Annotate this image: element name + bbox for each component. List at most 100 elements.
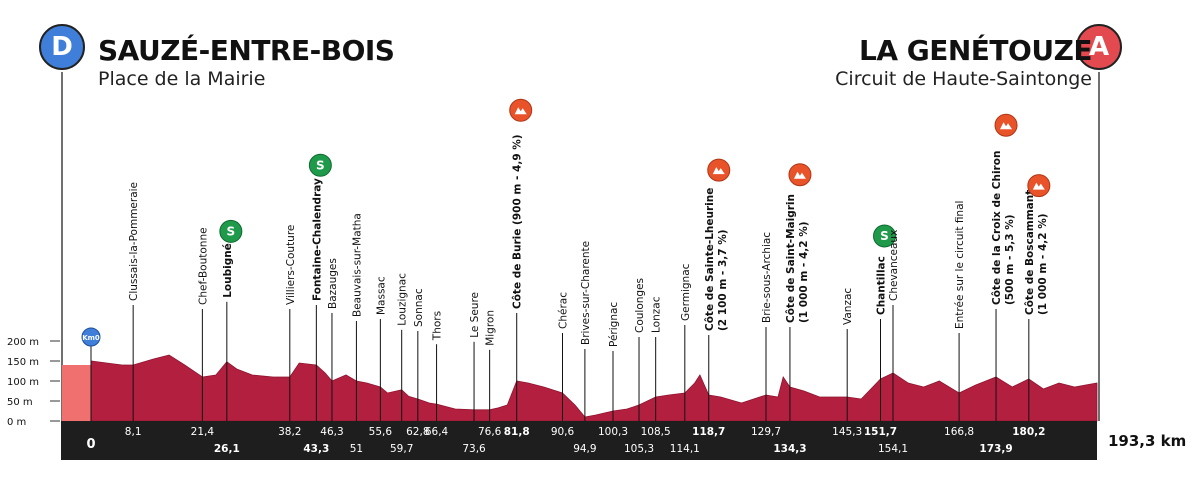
waypoint-place-group: Thors	[432, 311, 444, 341]
waypoint-km-label: 173,9	[979, 443, 1012, 455]
finish-location: Circuit de Haute-Saintonge	[835, 68, 1092, 90]
waypoint-place-label: Coulonges	[634, 278, 646, 333]
climb-icon	[509, 98, 533, 122]
waypoint-place-label: Massac	[375, 276, 387, 315]
finish-town-name: LA GENÉTOUZE	[859, 34, 1093, 67]
waypoint-place-label: Beauvais-sur-Matha	[351, 213, 363, 317]
climb-icon	[788, 163, 812, 187]
finish-badge: A	[1076, 24, 1122, 70]
mountain-glyph	[1032, 182, 1045, 190]
waypoint-place-label: Clussais-la-Pommeraie	[128, 182, 140, 301]
waypoint-climb-details: (1 000 m - 4,2 %)	[798, 221, 810, 323]
waypoint-place-label: Chérac	[558, 292, 570, 329]
waypoint-place-label: Côte de Boscammant	[1024, 190, 1036, 315]
waypoint-km-label: 55,6	[369, 426, 393, 438]
waypoint-km-label: 134,3	[773, 443, 806, 455]
waypoint-place-group: Sonnac	[413, 288, 425, 327]
waypoint-km-label: 26,1	[214, 443, 240, 455]
waypoint-place-group: Bazauges	[327, 258, 339, 309]
waypoint-place-label: Entrée sur le circuit final	[954, 201, 966, 329]
waypoint-km-label: 154,1	[878, 443, 908, 455]
waypoint-km-label: 90,6	[551, 426, 575, 438]
y-tick-label: 100 m	[7, 377, 39, 388]
y-tick-label: 150 m	[7, 357, 39, 368]
start-town-name: SAUZÉ-ENTRE-BOIS	[98, 34, 395, 67]
waypoint-place-label: Côte de Saint-Maigrin	[785, 194, 797, 323]
y-tick-label: 50 m	[7, 397, 33, 408]
waypoint-km-label: 145,3	[832, 426, 862, 438]
waypoint-place-label: Thors	[432, 311, 444, 341]
waypoint-km-label: 118,7	[692, 426, 725, 438]
distance-band	[61, 421, 1097, 460]
waypoint-place-group: Pérignac	[608, 302, 620, 347]
distance-start-label: 0	[86, 437, 95, 452]
start-badge: D	[39, 24, 85, 70]
waypoint-place-group: Clussais-la-Pommeraie	[128, 182, 140, 301]
elevation-profile-area	[90, 354, 1098, 422]
waypoint-km-label: 108,5	[641, 426, 671, 438]
waypoint-place-group: Beauvais-sur-Matha	[351, 213, 363, 317]
waypoint-km-label: 62,8	[406, 426, 429, 438]
mountain-glyph	[1000, 122, 1013, 130]
waypoint-km-label: 51	[350, 443, 363, 455]
waypoint-place-group: Côte de Sainte-Lheurine (2 100 m - 3,7 %)	[704, 188, 729, 331]
y-tick-label: 200 m	[7, 337, 39, 348]
waypoint-place-group: Louzignac	[397, 273, 409, 326]
waypoint-place-label: Villiers-Couture	[285, 225, 297, 305]
waypoint-place-label: Germignac	[680, 263, 692, 321]
waypoint-km-label: 81,8	[504, 426, 530, 438]
waypoint-place-group: Côte de la Croix de Chiron (500 m - 5,3 %…	[991, 151, 1016, 305]
waypoint-place-label: Chevanceaux	[888, 230, 900, 301]
waypoint-place-label: Loubigné	[222, 243, 234, 298]
waypoint-place-label: Pérignac	[608, 302, 620, 347]
waypoint-km-label: 8,1	[125, 426, 142, 438]
waypoint-place-label: Fontaine-Chalendray	[311, 178, 323, 301]
waypoint-place-group: Loubigné	[222, 243, 234, 298]
mountain-glyph	[514, 107, 527, 115]
climb-icon	[994, 113, 1018, 137]
waypoint-place-group: Le Seure	[469, 292, 481, 338]
waypoint-place-group: Côte de Boscammant (1 000 m - 4,2 %)	[1024, 190, 1049, 315]
waypoint-place-label: Côte de la Croix de Chiron	[991, 151, 1003, 305]
waypoint-place-group: Brie-sous-Archiac	[761, 232, 773, 323]
waypoint-place-group: Villiers-Couture	[285, 225, 297, 305]
waypoint-place-label: Chantillac	[875, 256, 887, 315]
waypoint-place-label: Bazauges	[327, 258, 339, 309]
waypoint-km-label: 66,4	[425, 426, 449, 438]
start-location: Place de la Mairie	[98, 68, 266, 90]
waypoint-place-label: Côte de Burie (900 m - 4,9 %)	[512, 134, 524, 309]
waypoint-place-group: Vanzac	[842, 288, 854, 325]
waypoint-km-label: 114,1	[670, 443, 700, 455]
mountain-glyph	[712, 167, 725, 175]
waypoint-place-label: Brives-sur-Charente	[580, 241, 592, 345]
neutral-zone-fill	[62, 365, 91, 421]
waypoint-place-group: Chérac	[558, 292, 570, 329]
waypoint-km-label: 151,7	[864, 426, 897, 438]
km0-marker-dot	[81, 327, 101, 347]
waypoint-place-group: Entrée sur le circuit final	[954, 201, 966, 329]
waypoint-place-group: Germignac	[680, 263, 692, 321]
climb-icon	[1027, 174, 1051, 198]
sprint-icon-letter: S	[227, 224, 236, 238]
waypoint-place-label: Chef-Boutonne	[197, 227, 209, 305]
sprint-icon-letter: S	[880, 229, 889, 243]
waypoint-km-label: 180,2	[1012, 426, 1045, 438]
waypoint-place-label: Brie-sous-Archiac	[761, 232, 773, 323]
waypoint-km-label: 59,7	[390, 443, 413, 455]
waypoint-km-label: 46,3	[320, 426, 343, 438]
waypoint-place-group: Côte de Burie (900 m - 4,9 %)	[512, 134, 524, 309]
waypoint-place-label: Louzignac	[397, 273, 409, 326]
waypoint-km-label: 166,8	[944, 426, 974, 438]
waypoint-place-group: Migron	[485, 310, 497, 346]
waypoint-place-label: Sonnac	[413, 288, 425, 327]
waypoint-km-label: 76,6	[478, 426, 502, 438]
waypoint-place-group: Lonzac	[651, 296, 663, 333]
waypoint-place-label: Côte de Sainte-Lheurine	[704, 188, 716, 331]
waypoint-km-label: 21,4	[191, 426, 215, 438]
waypoint-place-group: Chevanceaux	[888, 230, 900, 301]
waypoint-place-label: Migron	[485, 310, 497, 346]
waypoint-climb-details: (2 100 m - 3,7 %)	[717, 229, 729, 331]
waypoint-place-label: Vanzac	[842, 288, 854, 325]
climb-icon	[707, 158, 731, 182]
